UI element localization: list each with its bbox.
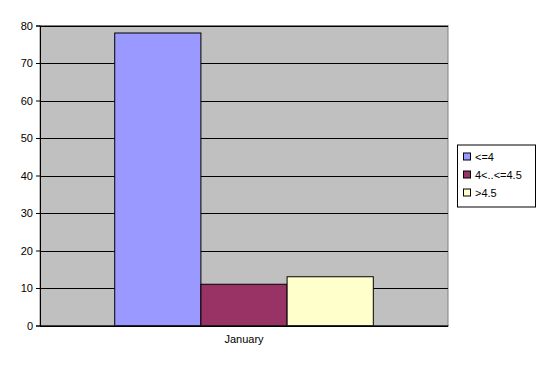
legend: <=4 4<..<=4.5 >4.5 bbox=[458, 145, 536, 207]
y-tick: 50 bbox=[21, 132, 40, 144]
x-tick-label: January bbox=[224, 333, 264, 345]
y-tick: 40 bbox=[21, 170, 40, 182]
legend-label: 4<..<=4.5 bbox=[475, 169, 522, 181]
y-tick-label: 80 bbox=[21, 20, 33, 32]
y-tick-mark bbox=[36, 101, 40, 102]
bar bbox=[115, 33, 201, 326]
y-tick-label: 20 bbox=[21, 245, 33, 257]
y-tick-label: 0 bbox=[27, 320, 33, 332]
grid-line bbox=[40, 101, 448, 102]
y-tick-mark bbox=[36, 326, 40, 327]
grid-line bbox=[40, 138, 448, 139]
y-tick-label: 60 bbox=[21, 95, 33, 107]
y-tick: 60 bbox=[21, 95, 40, 107]
y-tick: 70 bbox=[21, 57, 40, 69]
y-tick-label: 70 bbox=[21, 57, 33, 69]
y-tick-mark bbox=[36, 176, 40, 177]
y-tick-mark bbox=[36, 26, 40, 27]
legend-swatch bbox=[464, 153, 471, 160]
grid-line bbox=[40, 251, 448, 252]
bar bbox=[287, 277, 373, 326]
legend-box bbox=[458, 145, 536, 207]
y-tick-label: 30 bbox=[21, 207, 33, 219]
y-tick-label: 10 bbox=[21, 282, 33, 294]
grid-line bbox=[40, 326, 448, 327]
bar bbox=[201, 284, 287, 325]
x-tick: January bbox=[224, 326, 264, 346]
plot-area bbox=[40, 26, 448, 326]
y-tick: 0 bbox=[27, 320, 40, 332]
bars bbox=[115, 33, 374, 326]
legend-swatch bbox=[464, 171, 471, 178]
y-tick-mark bbox=[36, 63, 40, 64]
y-tick-mark bbox=[36, 288, 40, 289]
x-axis-line bbox=[41, 326, 449, 327]
y-tick-mark bbox=[36, 213, 40, 214]
chart: 0 10 20 30 40 50 60 70 80 January <=4 4<..<=4.5 >4.5 bbox=[0, 0, 539, 370]
y-tick-mark bbox=[36, 138, 40, 139]
y-tick: 30 bbox=[21, 207, 40, 219]
y-tick-mark bbox=[36, 251, 40, 252]
legend-label: <=4 bbox=[475, 151, 494, 163]
grid bbox=[40, 27, 448, 327]
x-axis: January bbox=[41, 326, 449, 346]
y-tick: 80 bbox=[21, 20, 40, 32]
grid-line bbox=[40, 176, 448, 177]
grid-line bbox=[40, 63, 448, 64]
y-tick: 10 bbox=[21, 282, 40, 294]
legend-label: >4.5 bbox=[475, 187, 497, 199]
y-tick-label: 40 bbox=[21, 170, 33, 182]
legend-swatch bbox=[464, 189, 471, 196]
grid-line bbox=[40, 213, 448, 214]
y-axis-line bbox=[36, 26, 41, 326]
y-axis: 0 10 20 30 40 50 60 70 80 bbox=[21, 20, 41, 332]
y-tick-label: 50 bbox=[21, 132, 33, 144]
grid-line bbox=[40, 26, 448, 27]
y-tick: 20 bbox=[21, 245, 40, 257]
